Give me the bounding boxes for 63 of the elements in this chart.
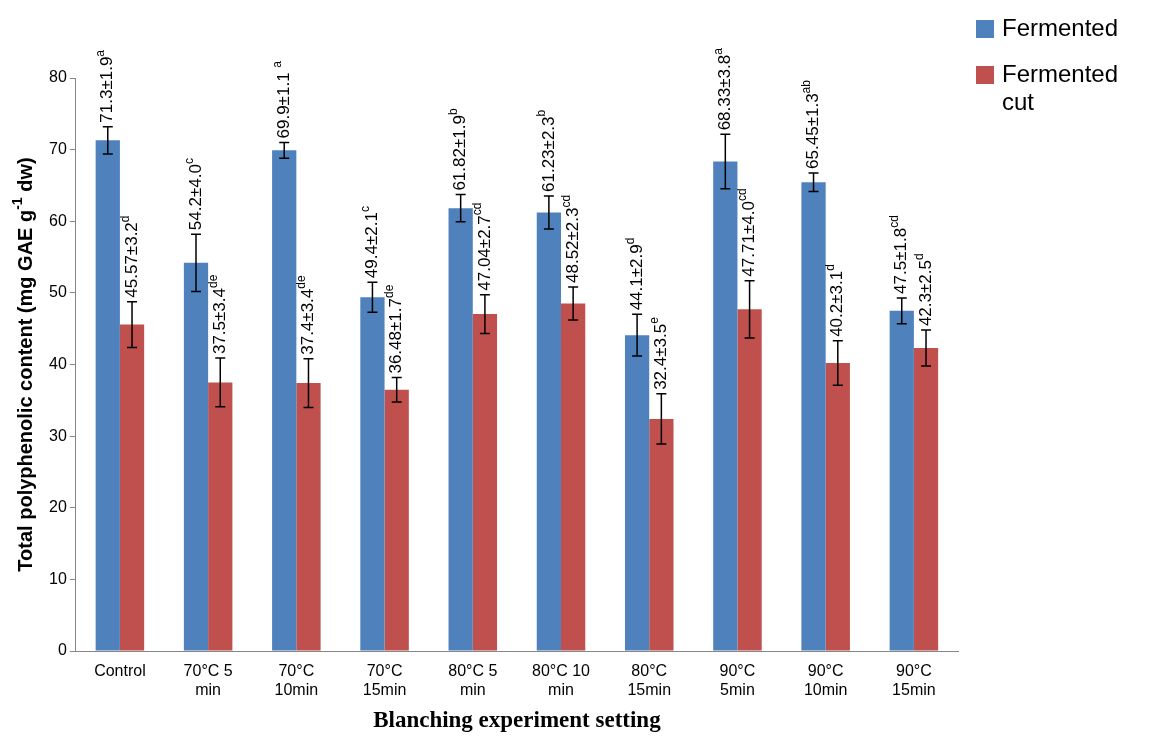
bar	[119, 324, 145, 651]
data-label: 71.3±1.9a	[93, 49, 117, 123]
data-label: 49.4±2.1c	[357, 206, 382, 279]
x-tick-label: 80°C 15min	[627, 662, 672, 699]
x-tick-label: 80°C 10 min	[532, 662, 591, 699]
bar	[183, 262, 209, 651]
data-label: 40.2±3.1d	[823, 264, 847, 337]
bar	[649, 418, 674, 651]
y-tick-label: 0	[57, 641, 67, 659]
bar	[801, 182, 826, 651]
data-label: 37.4±3.4de	[293, 275, 318, 355]
y-tick-label: 20	[49, 498, 67, 516]
y-tick-label: 70	[49, 140, 67, 158]
y-tick-label: 30	[49, 426, 67, 444]
data-label: 48.52±2.3cd	[558, 194, 582, 283]
bar	[384, 389, 409, 651]
bar	[472, 314, 498, 651]
x-tick-label: 90°C 5min	[719, 662, 756, 699]
bar	[95, 140, 120, 651]
y-tick-label: 40	[49, 354, 67, 372]
bar	[825, 363, 850, 651]
bar	[448, 208, 473, 651]
y-tick-label: 50	[49, 283, 67, 301]
y-axis-title: Total polyphenolic content (mg GAE g-1 dw)	[8, 157, 36, 572]
bar	[536, 212, 562, 651]
bar	[624, 335, 650, 651]
bar	[360, 297, 385, 651]
bar	[296, 383, 321, 651]
x-tick-label: 90°C 10min	[803, 662, 848, 699]
data-label: 45.57±3.2d	[117, 215, 141, 298]
x-tick-label: 70°C 5 min	[183, 662, 233, 699]
x-tick-label: Control	[94, 662, 146, 680]
data-label: 68.33±3.8a	[710, 47, 735, 131]
y-tick-label: 10	[49, 569, 67, 587]
data-label: 37.5±3.4de	[205, 274, 229, 355]
bar	[208, 382, 233, 651]
x-tick-label: 80°C 5 min	[448, 662, 498, 699]
bar	[737, 309, 762, 651]
bar	[561, 303, 586, 651]
data-label: 69.9±1.1 a	[269, 60, 293, 139]
data-label: 42.3±2.5d	[911, 253, 935, 327]
data-label: 47.71±4.0cd	[735, 188, 759, 277]
data-label: 61.82±1.9b	[446, 108, 470, 191]
y-tick-label: 60	[49, 211, 67, 229]
legend-label: Fermented cut	[1002, 60, 1120, 116]
data-label: 36.48±1.7de	[382, 284, 406, 374]
legend-label: Fermented	[1002, 14, 1119, 42]
x-tick-label: 90°C 15min	[892, 662, 936, 699]
data-label: 65.45±1.3ab	[799, 79, 823, 169]
data-label: 32.4±3.5e	[646, 316, 671, 390]
y-tick-label: 80	[49, 68, 67, 86]
bar	[889, 310, 914, 651]
bar	[713, 161, 738, 651]
data-label: 61.23±2.3b	[534, 109, 558, 192]
bar	[272, 150, 297, 651]
data-label: 54.2±4.0c	[181, 158, 205, 231]
bar	[913, 348, 939, 651]
x-tick-label: 70°C 15min	[362, 662, 407, 699]
data-label: 44.1±2.9d	[622, 237, 646, 311]
data-label: 47.5±1.8cd	[887, 215, 911, 294]
x-tick-label: 70°C 10min	[274, 662, 319, 699]
data-label: 47.04±2.7cd	[470, 202, 494, 291]
x-axis-title: Blanching experiment setting	[373, 707, 662, 733]
